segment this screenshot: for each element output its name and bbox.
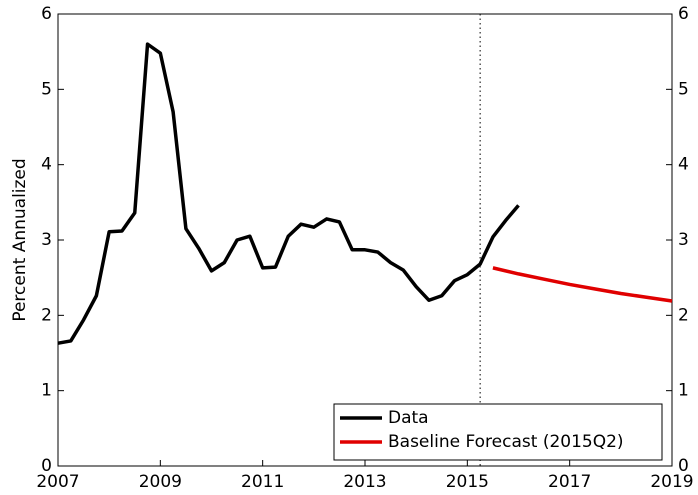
y2-tick-label: 1 xyxy=(678,381,689,401)
legend-box xyxy=(333,403,663,461)
y-axis-label: Percent Annualized xyxy=(10,158,30,321)
x-tick-label: 2009 xyxy=(139,472,182,492)
y-tick-label: 5 xyxy=(41,79,52,99)
series-line xyxy=(492,266,673,303)
y2-tick-label: 0 xyxy=(678,456,689,476)
legend-label: Baseline Forecast (2015Q2) xyxy=(388,432,624,452)
x-tick-label: 2015 xyxy=(446,472,489,492)
y2-tick-label: 3 xyxy=(678,230,689,250)
x-tick-label: 2011 xyxy=(241,472,284,492)
x-tick-label: 2019 xyxy=(650,472,693,492)
y-tick-label: 1 xyxy=(41,381,52,401)
y-tick-label: 0 xyxy=(41,456,52,476)
y-tick-label: 3 xyxy=(41,230,52,250)
y2-tick-label: 5 xyxy=(678,79,689,99)
series-line xyxy=(57,42,520,345)
x-tick-label: 2017 xyxy=(548,472,591,492)
y-tick-label: 4 xyxy=(41,155,52,175)
x-tick-label: 2007 xyxy=(36,472,79,492)
y2-tick-label: 2 xyxy=(678,305,689,325)
y-tick-label: 6 xyxy=(41,4,52,24)
y-tick-label: 2 xyxy=(41,305,52,325)
y2-tick-label: 6 xyxy=(678,4,689,24)
plot-frame xyxy=(57,13,673,467)
y2-tick-label: 4 xyxy=(678,155,689,175)
x-tick-label: 2013 xyxy=(343,472,386,492)
legend-label: Data xyxy=(388,408,429,428)
